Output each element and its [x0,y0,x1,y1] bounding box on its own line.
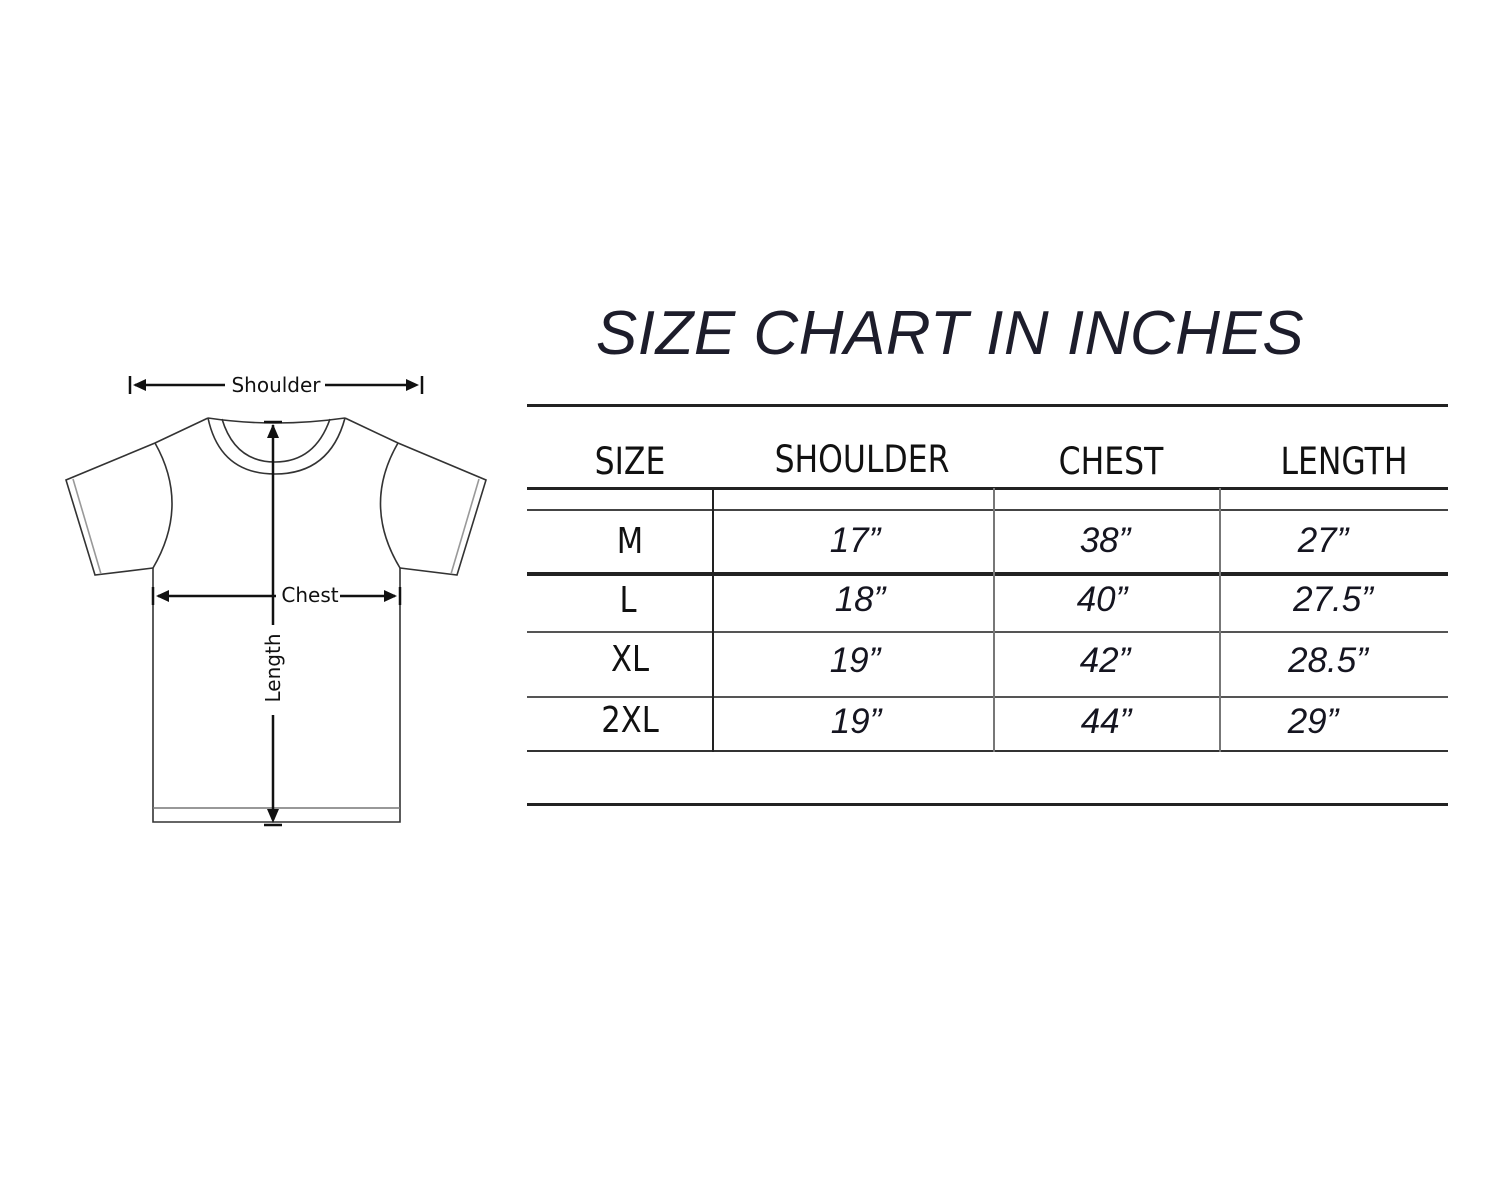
table-rule [527,631,1448,633]
shoulder-cell: 18” [834,580,886,619]
chest-label: Chest [281,583,338,607]
length-cell: 29” [1287,702,1339,741]
header-length: LENGTH [1280,440,1408,483]
table-rule [527,487,1448,490]
table-rule [527,696,1448,698]
column-divider [712,488,714,752]
chest-cell: 38” [1079,521,1131,560]
size-cell: 2XL [601,700,659,741]
chest-cell: 40” [1076,580,1128,619]
shoulder-cell: 19” [830,702,882,741]
tshirt-outline [65,417,487,823]
length-arrow [264,420,282,827]
header-size: SIZE [594,440,666,483]
size-cell: L [619,580,637,621]
table-rule [527,404,1448,407]
table-rule [527,509,1448,511]
page-title: SIZE CHART IN INCHES [595,299,1305,368]
size-cell: XL [610,639,650,680]
chest-arrow [151,587,402,605]
shoulder-cell: 17” [829,521,881,560]
length-cell: 27” [1297,521,1349,560]
shoulder-cell: 19” [829,641,881,680]
table-rule [527,572,1448,576]
chest-cell: 42” [1079,641,1131,680]
size-cell: M [616,521,644,562]
length-cell: 28.5” [1288,641,1368,680]
header-chest: CHEST [1058,440,1164,483]
length-label: Length [261,634,285,703]
chest-cell: 44” [1080,702,1132,741]
shoulder-arrow [128,376,424,394]
table-rule [527,750,1448,752]
table-rule [527,803,1448,806]
shoulder-label: Shoulder [231,373,321,397]
header-shoulder: SHOULDER [774,438,950,481]
length-cell: 27.5” [1293,580,1373,619]
column-divider [993,488,995,752]
column-divider [1219,488,1221,752]
